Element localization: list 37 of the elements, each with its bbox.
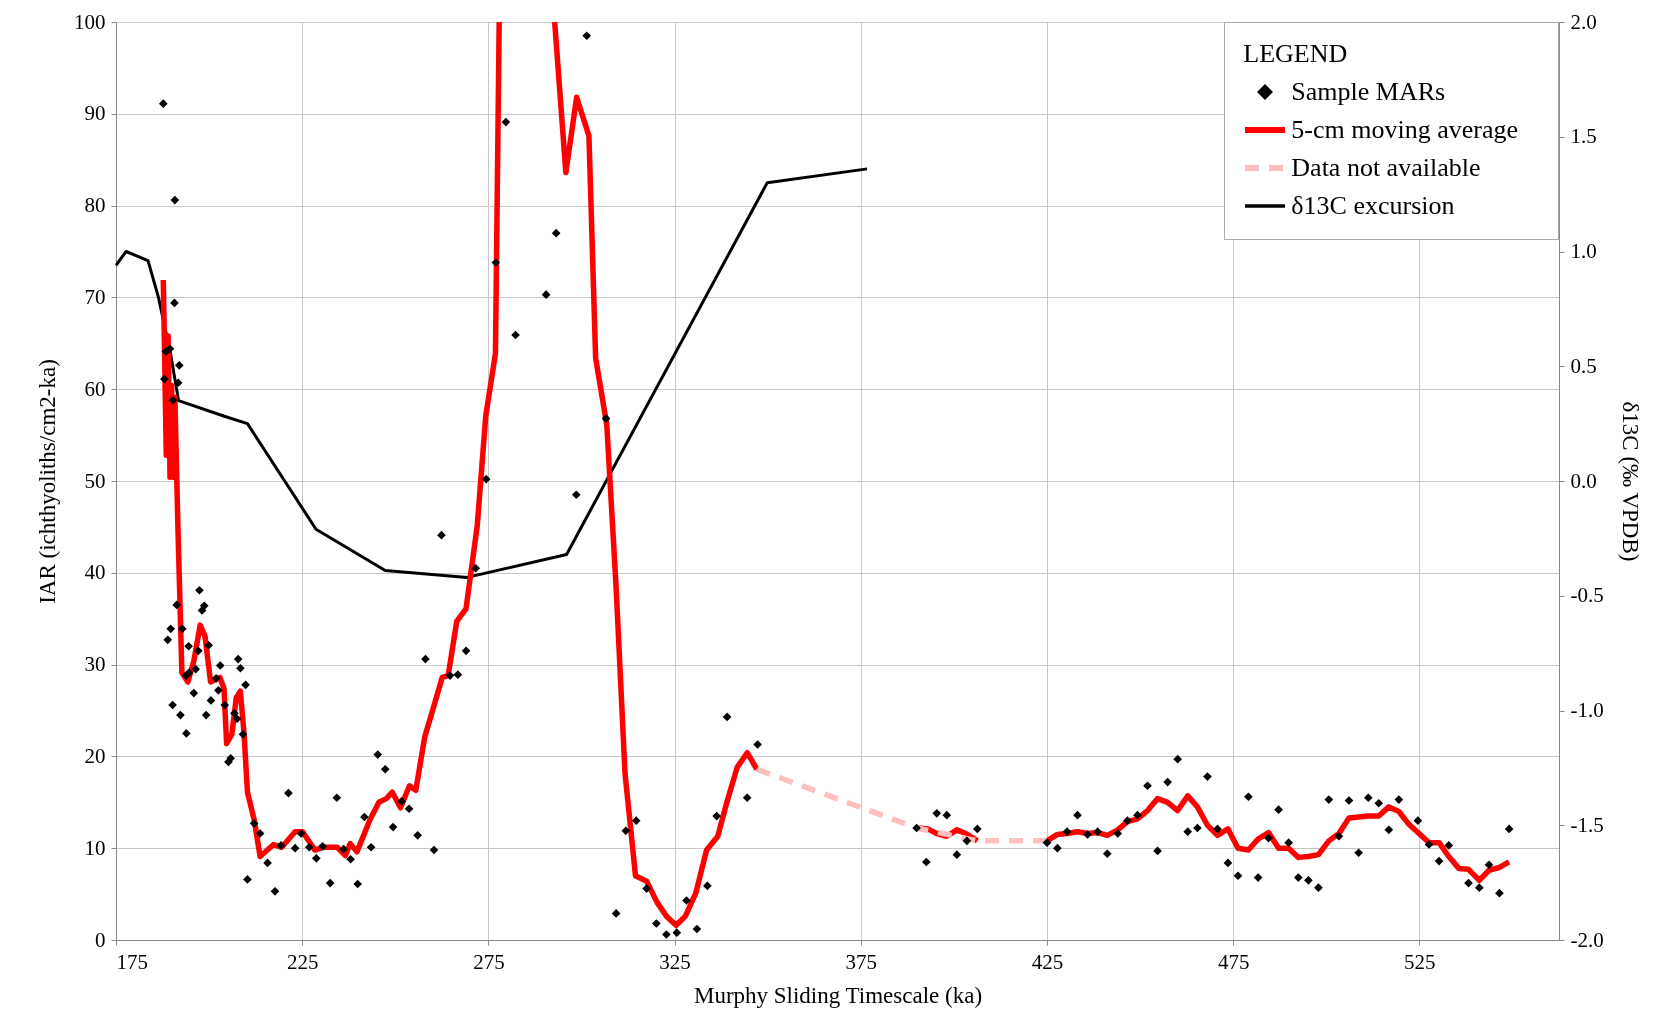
y-tick-label: 100	[74, 9, 106, 34]
y2-tick-label: -2.0	[1570, 927, 1604, 952]
x-tick-label: 375	[845, 949, 878, 974]
y2-tick-label: -1.5	[1570, 812, 1604, 837]
x-axis-title: Murphy Sliding Timescale (ka)	[693, 982, 983, 1008]
y-tick-label: 10	[84, 835, 106, 860]
y-tick-label: 20	[84, 743, 106, 768]
y-tick-label: 30	[84, 652, 106, 677]
y2-tick-label: 2.0	[1570, 9, 1597, 34]
y-tick-label: 60	[84, 376, 106, 401]
legend-label: 5-cm moving average	[1291, 114, 1518, 146]
legend-title: LEGEND	[1243, 38, 1349, 70]
line-series	[114, 167, 869, 579]
y2-tick-label: 1.5	[1570, 124, 1597, 149]
x-tick-label: 475	[1217, 949, 1250, 974]
y2-tick-label: 0.5	[1570, 353, 1597, 378]
x-tick-label: 525	[1404, 949, 1436, 974]
y-tick-label: 80	[84, 193, 106, 218]
legend-label: Data not available	[1291, 152, 1481, 184]
y-tick-label: 70	[84, 284, 106, 309]
y-tick-label: 50	[84, 468, 106, 493]
y2-tick-label: 1.0	[1570, 239, 1597, 263]
y-tick-label: 40	[84, 560, 106, 585]
y2-tick-label: -1.0	[1570, 698, 1604, 722]
x-tick-label: 225	[286, 949, 319, 974]
y-tick-label: 90	[84, 101, 106, 126]
legend-label: Sample MARs	[1291, 76, 1446, 108]
y2-axis-title: δ13C (‰ VPDB)	[1617, 401, 1643, 562]
x-tick-label: 275	[473, 949, 505, 974]
y2-tick-label: 0.0	[1570, 468, 1597, 493]
legend-label: δ13C excursion	[1291, 190, 1455, 222]
x-tick-label: 425	[1031, 949, 1064, 974]
x-tick-label: 325	[659, 949, 691, 974]
x-tick-label: 175	[116, 949, 148, 974]
y2-tick-label: -0.5	[1570, 583, 1604, 608]
y-axis-title: IAR (ichthyoliths/cm2-ka)	[35, 359, 60, 604]
y-tick-label: 0	[95, 927, 106, 952]
